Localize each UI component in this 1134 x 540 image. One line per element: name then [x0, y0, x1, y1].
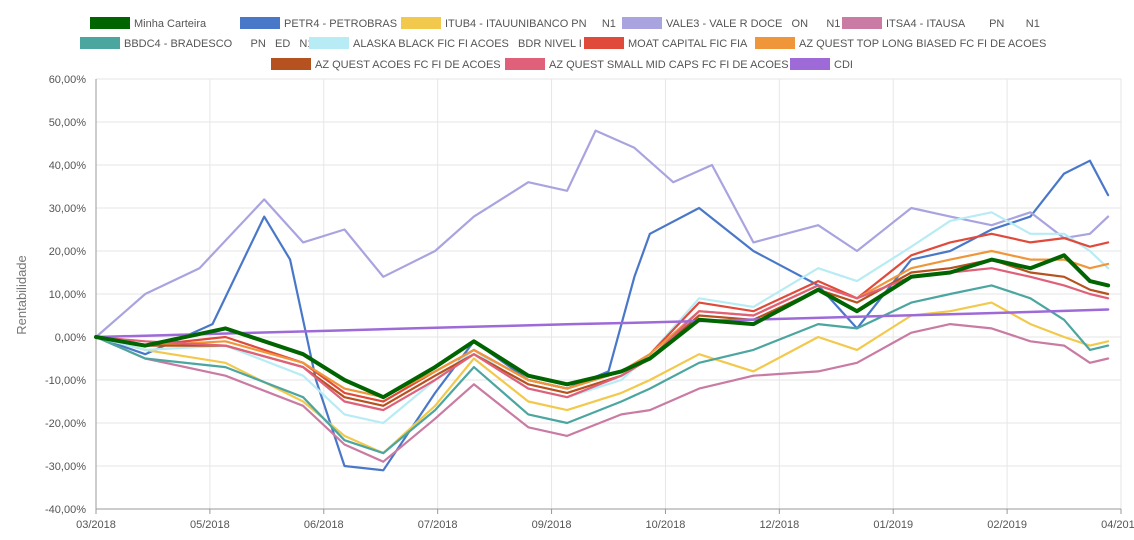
y-tick-label: 20,00% [49, 246, 87, 258]
y-tick-label: -30,00% [45, 461, 86, 473]
chart-series [94, 129, 1111, 472]
y-axis-ticks: 60,00% 50,00% 40,00% 30,00% 20,00% 10,00% 0,00… [45, 74, 86, 516]
x-tick-label: 09/2018 [532, 519, 572, 531]
legend-swatch [622, 17, 662, 29]
legend-swatch [271, 58, 311, 70]
legend-swatch [584, 37, 624, 49]
legend-label: VALE3 - VALE R DOCE ON N1 [666, 18, 840, 30]
series-line[interactable] [94, 267, 1110, 412]
legend-item[interactable]: ITUB4 - ITAUUNIBANCO PN N1 [401, 17, 616, 30]
legend-label: CDI [834, 59, 853, 71]
legend-label: ITUB4 - ITAUUNIBANCO PN N1 [445, 18, 616, 30]
legend-item[interactable]: AZ QUEST SMALL MID CAPS FC FI DE ACOES [505, 58, 789, 71]
y-tick-label: 50,00% [49, 117, 87, 129]
legend-label: MOAT CAPITAL FIC FIA [628, 38, 748, 50]
legend-label: BBDC4 - BRADESCO PN ED N1 [124, 38, 314, 50]
series-line[interactable] [94, 159, 1110, 472]
x-tick-label: 12/2018 [759, 519, 799, 531]
legend-item[interactable]: MOAT CAPITAL FIC FIA [584, 37, 748, 50]
chart-legend[interactable]: Minha Carteira PETR4 - PETROBRAS PN ITUB4 … [80, 17, 1046, 71]
x-tick-label: 06/2018 [304, 519, 344, 531]
legend-item[interactable]: PETR4 - PETROBRAS PN [240, 17, 425, 30]
legend-item[interactable]: AZ QUEST ACOES FC FI DE ACOES [271, 58, 501, 71]
legend-label: PETR4 - PETROBRAS PN [284, 18, 425, 30]
legend-swatch [90, 17, 130, 29]
chart-grid [95, 78, 1122, 510]
legend-swatch [240, 17, 280, 29]
x-tick-label: 07/2018 [418, 519, 458, 531]
y-tick-label: -40,00% [45, 504, 86, 516]
y-tick-label: 30,00% [49, 203, 87, 215]
series-line[interactable] [94, 323, 1110, 463]
legend-item[interactable]: AZ QUEST TOP LONG BIASED FC FI DE ACOES [755, 37, 1046, 50]
y-axis-title: Rentabilidade [14, 255, 29, 335]
legend-item[interactable]: BBDC4 - BRADESCO PN ED N1 [80, 37, 314, 50]
series-line[interactable] [94, 129, 1110, 339]
legend-label: ITSA4 - ITAUSA PN N1 [886, 18, 1040, 30]
legend-swatch [505, 58, 545, 70]
legend-item[interactable]: CDI [790, 58, 853, 71]
y-tick-label: 0,00% [55, 332, 86, 344]
x-tick-label: 05/2018 [190, 519, 230, 531]
x-tick-label: 01/2019 [873, 519, 913, 531]
legend-item[interactable]: ITSA4 - ITAUSA PN N1 [842, 17, 1040, 30]
legend-item[interactable]: VALE3 - VALE R DOCE ON N1 [622, 17, 840, 30]
series-line[interactable] [94, 308, 1110, 339]
legend-label: ALASKA BLACK FIC FI ACOES BDR NIVEL I [353, 38, 582, 50]
x-tick-label: 04/2019 [1101, 519, 1134, 531]
legend-swatch [790, 58, 830, 70]
y-tick-label: 10,00% [49, 289, 87, 301]
legend-swatch [401, 17, 441, 29]
legend-item[interactable]: ALASKA BLACK FIC FI ACOES BDR NIVEL I [309, 37, 582, 50]
legend-label: AZ QUEST TOP LONG BIASED FC FI DE ACOES [799, 38, 1046, 50]
x-tick-label: 02/2019 [987, 519, 1027, 531]
y-tick-label: -10,00% [45, 375, 86, 387]
series-line[interactable] [94, 211, 1110, 425]
y-tick-label: 40,00% [49, 160, 87, 172]
legend-label: Minha Carteira [134, 18, 207, 30]
legend-swatch [80, 37, 120, 49]
x-tick-label: 03/2018 [76, 519, 116, 531]
x-axis-ticks: 03/2018 05/2018 06/2018 07/2018 09/2018 10/20… [76, 509, 1134, 531]
legend-swatch [309, 37, 349, 49]
legend-swatch [755, 37, 795, 49]
x-tick-label: 10/2018 [646, 519, 686, 531]
y-tick-label: -20,00% [45, 418, 86, 430]
y-tick-label: 60,00% [49, 74, 87, 86]
series-line[interactable] [94, 249, 1110, 399]
series-line[interactable] [94, 284, 1110, 455]
legend-label: AZ QUEST ACOES FC FI DE ACOES [315, 59, 501, 71]
legend-item[interactable]: Minha Carteira [90, 17, 207, 30]
legend-swatch [842, 17, 882, 29]
legend-label: AZ QUEST SMALL MID CAPS FC FI DE ACOES [549, 59, 789, 71]
series-line[interactable] [94, 253, 1111, 400]
